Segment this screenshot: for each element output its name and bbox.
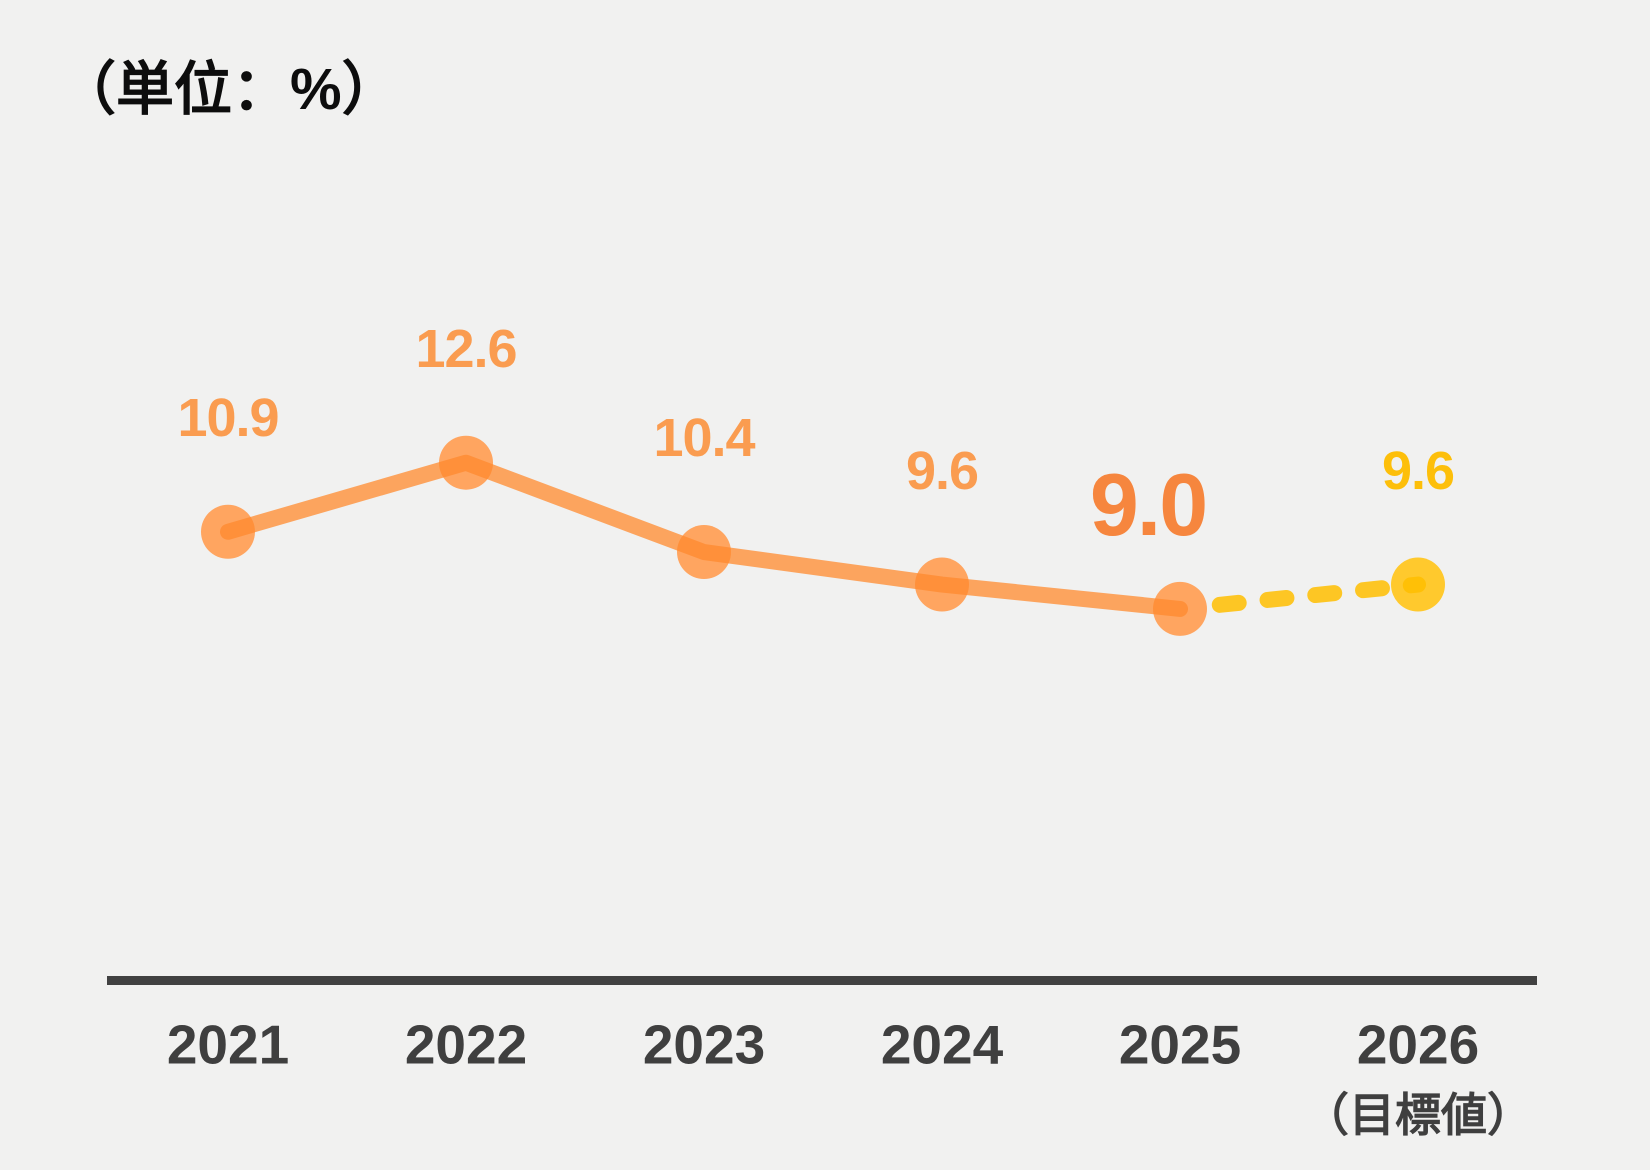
target-note: （目標値）: [1303, 1089, 1533, 1141]
value-label-2021: 10.9: [177, 387, 279, 448]
x-axis-line: [107, 976, 1537, 985]
x-axis-label-2023: 2023: [642, 1013, 766, 1076]
value-label-2026: 9.6: [1381, 440, 1455, 501]
trend-line: [220, 454, 1188, 617]
value-label-2023: 10.4: [653, 408, 755, 469]
x-axis-label-2022: 2022: [404, 1013, 528, 1076]
x-axis-label-2024: 2024: [880, 1013, 1004, 1076]
unit-label: （単位：%）: [58, 57, 400, 122]
x-axis-label-2026: 2026: [1356, 1013, 1480, 1076]
value-label-2025: 9.0: [1089, 454, 1208, 554]
value-label-2022: 12.6: [415, 318, 517, 379]
x-axis-label-2025: 2025: [1118, 1013, 1242, 1076]
x-axis-label-2021: 2021: [166, 1013, 290, 1076]
value-label-2024: 9.6: [905, 440, 979, 501]
target-dashed-line: [1211, 576, 1426, 613]
